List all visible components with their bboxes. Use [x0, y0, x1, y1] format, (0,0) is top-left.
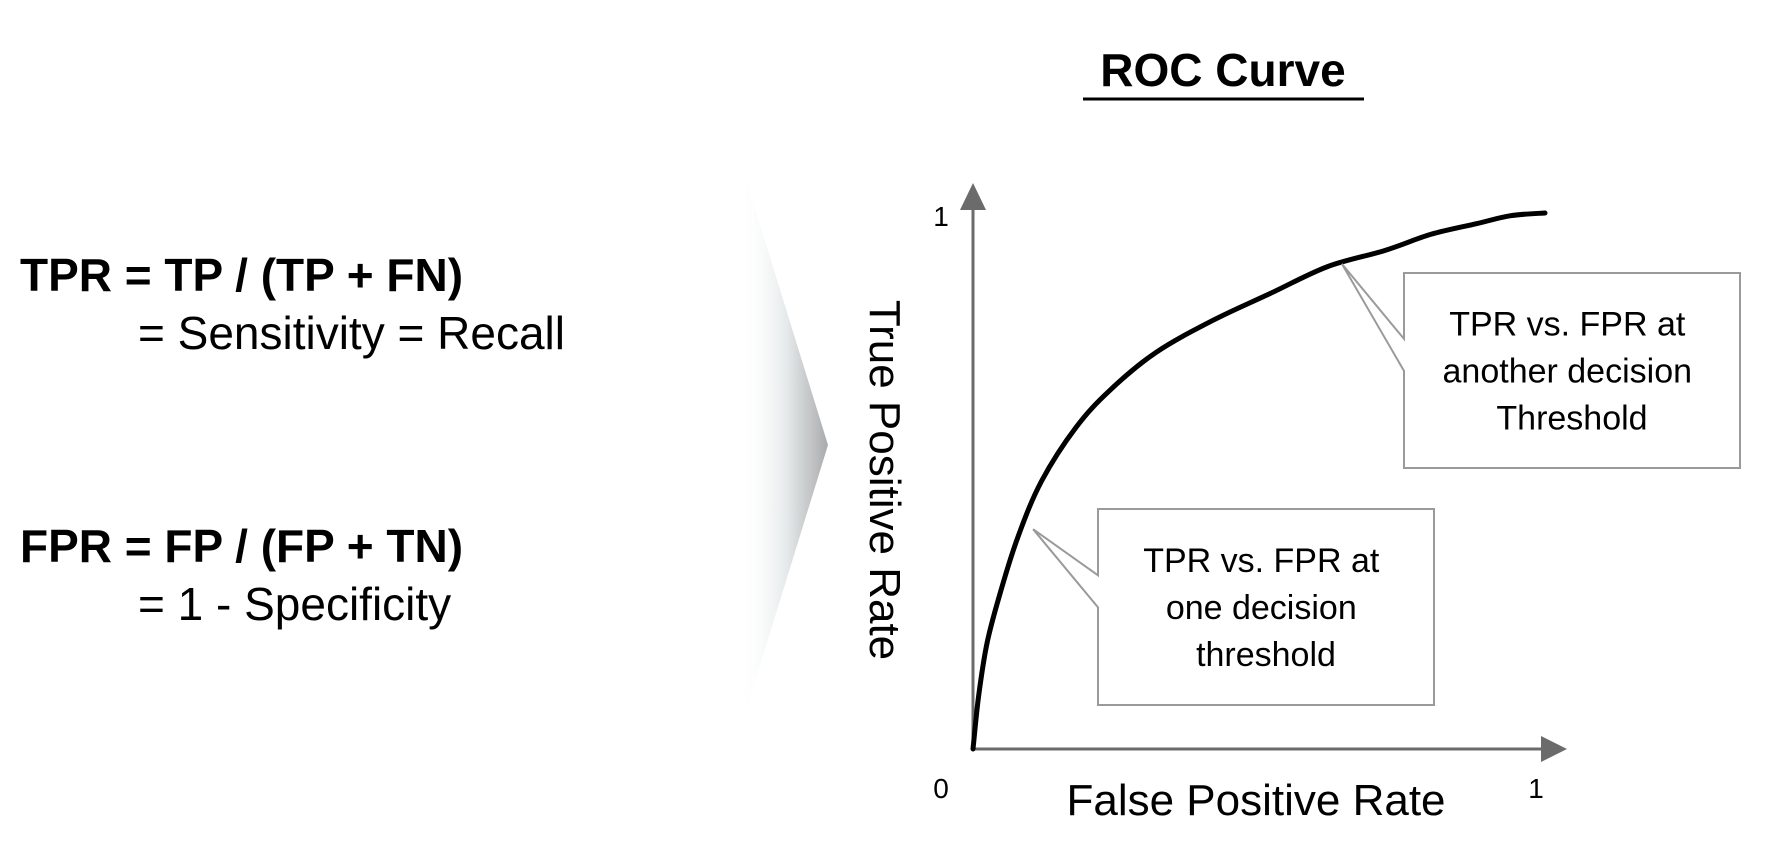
callout-text: TPR vs. FPR at one decision threshold — [1143, 542, 1389, 674]
chart-title: ROC Curve — [1100, 44, 1345, 96]
callout-line: threshold — [1196, 636, 1336, 674]
callout-line: Threshold — [1496, 400, 1647, 438]
y-axis-arrow-icon — [960, 183, 986, 210]
x-axis-arrow-icon — [1541, 736, 1567, 762]
x-tick-1: 1 — [1528, 773, 1544, 804]
callout-one-threshold: TPR vs. FPR at one decision threshold — [1032, 508, 1435, 706]
fpr-formula-sub: = 1 - Specificity — [138, 578, 452, 630]
callout-line: one decision — [1166, 589, 1357, 627]
callout-another-threshold: TPR vs. FPR at another decision Threshol… — [1341, 263, 1741, 469]
callout-line: TPR vs. FPR at — [1449, 306, 1686, 344]
callout-shape — [1341, 263, 1741, 469]
x-axis-label: False Positive Rate — [1066, 776, 1445, 825]
callout-line: another decision — [1443, 353, 1693, 391]
callout-text: TPR vs. FPR at another decision Threshol… — [1443, 306, 1702, 438]
callout-line: TPR vs. FPR at — [1143, 542, 1380, 580]
fpr-formula-head: FPR = FP / (FP + TN) — [20, 520, 464, 572]
tpr-formula-sub: = Sensitivity = Recall — [138, 307, 565, 359]
tpr-formula-head: TPR = TP / (TP + FN) — [20, 249, 464, 301]
fpr-formula: FPR = FP / (FP + TN) = 1 - Specificity — [20, 523, 463, 627]
y-axis-label: True Positive Rate — [860, 300, 909, 660]
roc-curve-line — [970, 210, 1548, 752]
tpr-formula: TPR = TP / (TP + FN) = Sensitivity = Rec… — [20, 252, 565, 356]
chevron-arrow-icon — [740, 160, 828, 730]
y-tick-1: 1 — [933, 201, 949, 232]
x-tick-0: 0 — [933, 773, 949, 804]
callout-shape — [1032, 508, 1435, 706]
